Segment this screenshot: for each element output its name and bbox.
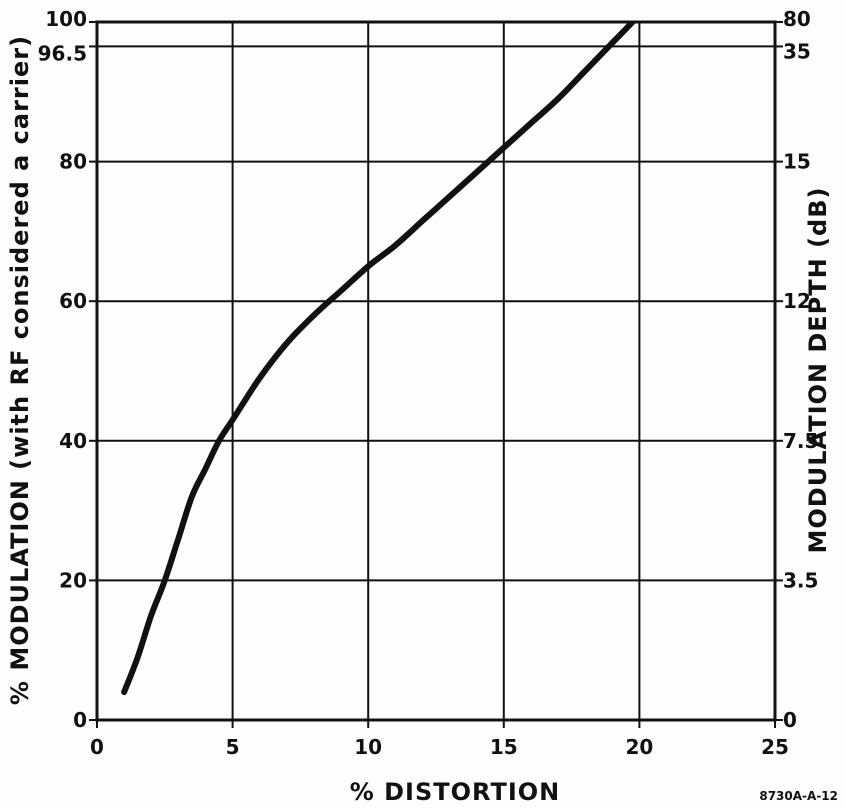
- y-tick-label-left: 96.5: [38, 41, 87, 65]
- y-tick-label-right: 35: [783, 39, 811, 63]
- grid: [97, 22, 775, 720]
- tick-labels: 0 5 10 15 20 25 0 20 40 60 80 96.5 100 0 3.5 7.5 12 15 35 8…: [38, 7, 819, 759]
- y-tick-label-left: 40: [59, 429, 87, 453]
- y-tick-label-right: 80: [783, 7, 811, 31]
- y-tick-label-right: 0: [783, 708, 797, 732]
- y-tick-label-right: 3.5: [783, 568, 818, 592]
- x-tick-label: 20: [625, 735, 653, 759]
- x-tick-label: 5: [226, 735, 240, 759]
- plot-frame: [95, 20, 777, 722]
- y-axis-title-left: % MODULATION (with RF considered a carri…: [6, 35, 34, 705]
- series-line: [121, 22, 637, 696]
- y-tick-label-right: 7.5: [783, 429, 818, 453]
- y-tick-label-left: 20: [59, 568, 87, 592]
- x-tick-label: 10: [354, 735, 382, 759]
- y-tick-label-left: 100: [45, 7, 87, 31]
- y-tick-label-right: 12: [783, 289, 811, 313]
- y-tick-label-left: 60: [59, 289, 87, 313]
- series-layer: [121, 22, 637, 696]
- figure-tag: 8730A-A-12: [759, 789, 838, 803]
- x-tick-label: 15: [490, 735, 518, 759]
- y-tick-label-right: 15: [783, 150, 811, 174]
- y-tick-label-left: 80: [59, 150, 87, 174]
- y-axis-title-right: MODULATION DEPTH (dB): [804, 187, 832, 554]
- plot-border: [95, 20, 777, 722]
- x-tick-label: 0: [90, 735, 104, 759]
- x-axis-title: % DISTORTION: [350, 778, 561, 806]
- y-tick-label-left: 0: [73, 708, 87, 732]
- x-tick-label: 25: [761, 735, 789, 759]
